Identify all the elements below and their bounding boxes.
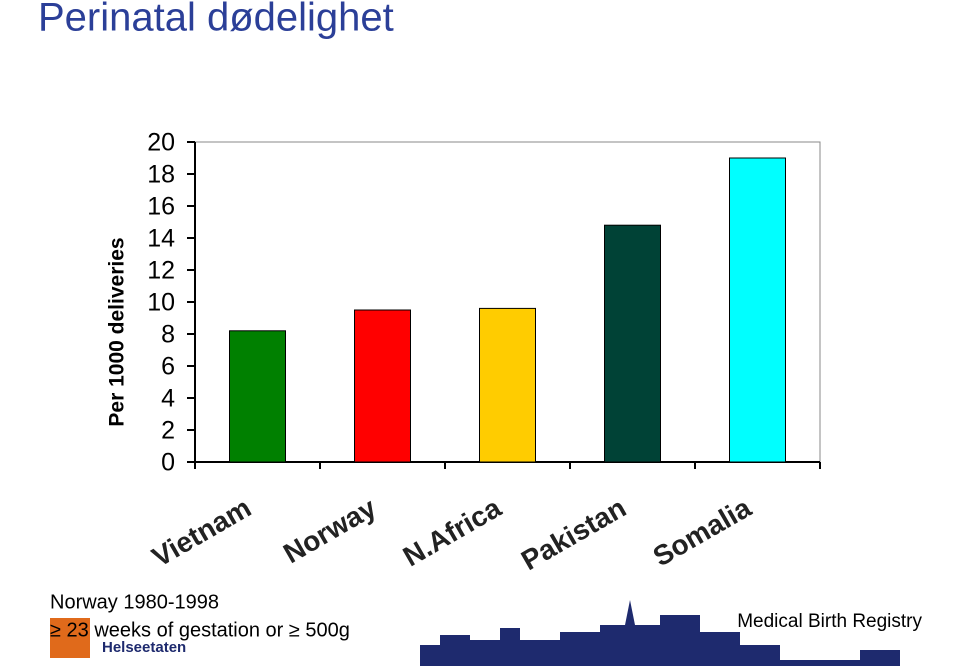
footnote: ≥ 23 weeks of gestation or ≥ 500g	[50, 619, 350, 641]
bar	[354, 309, 411, 463]
logo-mark	[50, 618, 90, 658]
x-tick-label: Somalia	[648, 492, 757, 573]
y-axis-label: Per 1000 deliveries	[106, 237, 129, 426]
x-tick-label: N.Africa	[398, 492, 507, 573]
y-tick-label: 20	[147, 129, 175, 157]
y-tick-label: 16	[147, 193, 175, 221]
bar	[729, 157, 786, 463]
bar	[479, 307, 536, 463]
x-tick-label: Pakistan	[516, 492, 631, 576]
bar	[229, 330, 286, 463]
logo: Helseetaten	[50, 618, 186, 658]
source: Medical Birth Registry	[737, 611, 922, 632]
y-tick-label: 8	[161, 321, 175, 349]
y-tick-label: 14	[147, 225, 175, 253]
y-tick-label: 6	[161, 353, 175, 381]
y-tick-label: 10	[147, 289, 175, 317]
y-tick-label: 0	[161, 449, 175, 477]
skyline	[420, 600, 900, 666]
footnote: Norway 1980-1998	[50, 591, 219, 613]
x-tick-label: Norway	[278, 492, 381, 570]
bar	[604, 224, 661, 463]
y-tick-label: 2	[161, 417, 175, 445]
chart-title: Perinatal dødelighet	[38, 0, 394, 40]
y-tick-label: 12	[147, 257, 175, 285]
logo-text: Helseetaten	[102, 639, 186, 656]
y-tick-label: 4	[161, 385, 175, 413]
y-tick-label: 18	[147, 161, 175, 189]
x-tick-label: Vietnam	[147, 492, 256, 573]
